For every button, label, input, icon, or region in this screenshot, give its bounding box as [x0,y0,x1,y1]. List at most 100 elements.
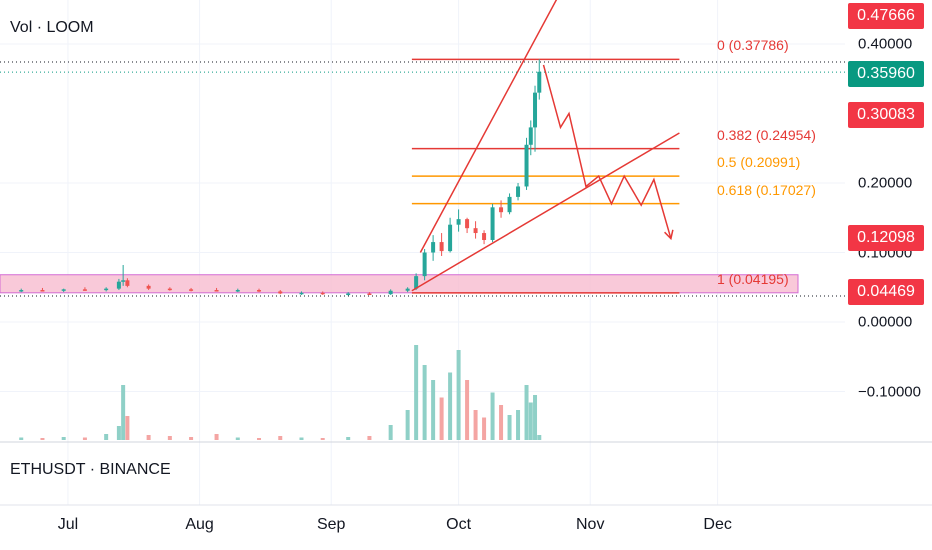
price-axis-label: 0.40000 [858,35,913,53]
candle-body [40,290,45,292]
price-lines [0,61,845,297]
symbol-pane-label[interactable]: ETHUSDT · BINANCE [10,461,171,478]
volume-bar [537,435,542,440]
candlestick-series [19,59,542,296]
candle-body [61,289,66,291]
candle-body [524,144,529,187]
volume-bar [125,416,130,440]
volume-bar [235,437,240,440]
time-axis-label: Jul [57,516,79,533]
volume-bar [299,437,304,440]
fib-level-label: 1 (0.04195) [717,270,789,287]
volume-bar [346,437,351,440]
candle-body [235,290,240,292]
volume-bar [528,402,533,440]
candle-body [439,242,444,252]
candle-body [448,224,453,252]
candle-body [482,233,487,240]
channel-lower-line [411,132,680,292]
volume-bar [507,415,512,440]
candle-body [346,293,351,296]
fib-retracement[interactable] [411,58,680,294]
chart-grid [0,0,845,505]
volume-bars [19,345,542,440]
price-axis-label: 0.20000 [858,174,913,192]
time-axis-label: Aug [185,516,214,533]
volume-bar [189,437,194,440]
trend-drawings[interactable] [411,0,680,292]
volume-bar [499,405,504,440]
candle-body [537,71,542,93]
volume-bar [405,410,410,440]
candle-body [167,288,172,291]
volume-bar [146,435,151,440]
volume-bar [473,410,478,440]
volume-bar [431,380,436,440]
candle-body [499,207,504,213]
candle-body [405,288,410,291]
time-axis-label: Nov [575,516,605,533]
price-badge: 0.04469 [848,279,924,305]
volume-indicator-label[interactable]: Vol · LOOM [10,19,94,36]
volume-bar [465,380,470,440]
candle-body [507,196,512,213]
volume-bar [490,392,495,440]
volume-bar [422,365,427,440]
volume-bar [19,437,24,440]
candle-body [19,290,24,292]
volume-bar [516,410,521,440]
volume-bar [214,434,219,440]
fib-level-label: 0 (0.37786) [717,37,789,54]
volume-bar [533,395,538,440]
candle-body [422,252,427,277]
volume-bar [257,438,262,440]
volume-bar [40,438,45,440]
volume-bar [367,436,372,440]
fib-level-label: 0.382 (0.24954) [717,126,816,143]
candle-body [189,289,194,291]
candle-body [533,92,538,128]
projection-zigzag [542,64,672,239]
candle-body [473,228,478,234]
support-zone-rect [0,274,799,294]
volume-bar [82,437,87,440]
candle-body [125,280,130,286]
candle-body [82,289,87,291]
projection-arrow-icon [664,229,674,241]
candle-body [320,292,325,295]
candle-body [299,292,304,295]
candle-body [456,219,461,225]
fib-level-label: 0.5 (0.20991) [717,154,801,171]
candle-body [516,186,521,197]
candle-body [490,207,495,240]
candle-body [257,290,262,292]
price-axis-label: 0.00000 [858,313,913,331]
price-badge: 0.35960 [848,61,924,87]
candle-body [214,290,219,292]
volume-bar [439,397,444,440]
candle-body [104,288,109,291]
volume-bar [61,437,66,440]
volume-bar [104,434,109,440]
price-badge: 0.47666 [848,3,924,29]
time-axis-label: Dec [703,516,732,533]
volume-bar [388,425,393,440]
price-badge: 0.12098 [848,225,924,251]
candle-body [146,285,151,289]
support-zone [0,274,799,294]
price-badge: 0.30083 [848,102,924,128]
volume-bar [524,385,529,440]
candle-body [528,127,533,145]
volume-bar [414,345,419,440]
candle-body [388,290,393,295]
time-axis-label: Sep [316,516,346,533]
channel-upper-line [419,0,558,253]
volume-bar [121,385,126,440]
volume-bar [448,372,453,440]
fib-level-label: 0.618 (0.17027) [717,181,816,198]
volume-bar [167,436,172,440]
candle-body [116,281,121,289]
candle-body [121,280,126,282]
volume-bar [482,417,487,440]
